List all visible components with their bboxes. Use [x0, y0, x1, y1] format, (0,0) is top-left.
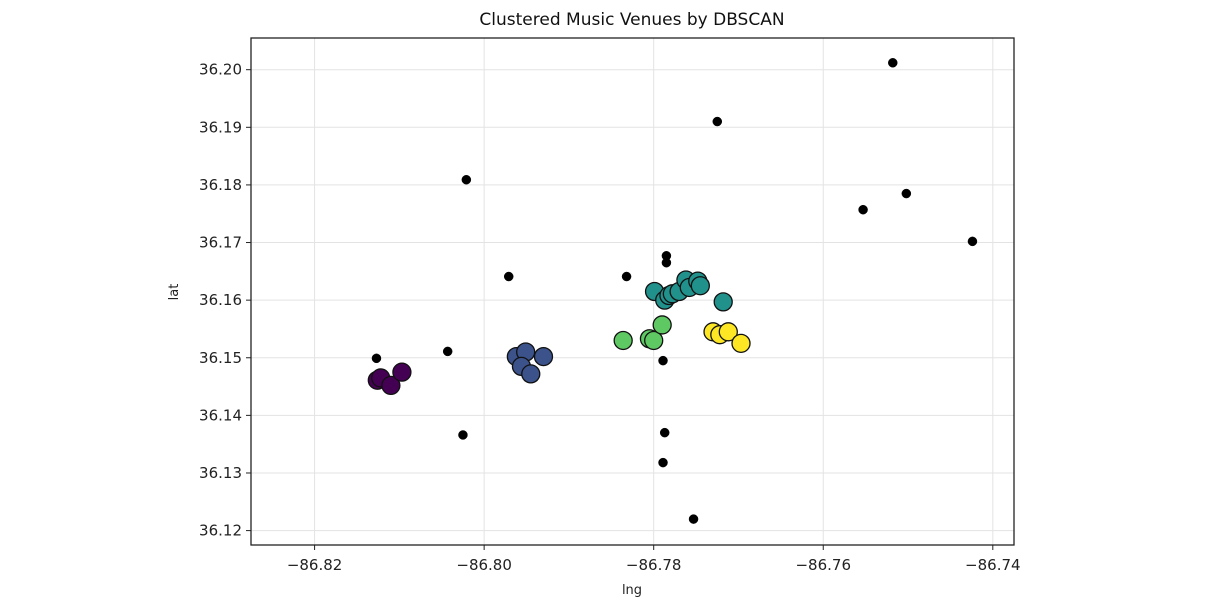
cluster-point: [713, 292, 733, 312]
cluster-point: [731, 333, 751, 354]
noise-point: [901, 188, 912, 199]
noise-point: [658, 355, 668, 366]
x-tick-label: −86.82: [287, 556, 343, 574]
noise-points: [371, 58, 978, 524]
noise-point: [371, 353, 382, 364]
data-points: [367, 58, 978, 524]
cluster-0-points: [367, 362, 412, 396]
noise-point: [458, 430, 468, 440]
cluster-point: [690, 276, 710, 296]
cluster-1-points: [506, 342, 554, 384]
y-tick-label: 36.17: [199, 234, 242, 252]
x-axis-ticks: −86.82 −86.80 −86.78 −86.76 −86.74: [287, 545, 1021, 574]
noise-point: [659, 427, 670, 438]
chart-title: Clustered Music Venues by DBSCAN: [479, 10, 784, 30]
x-axis-label: lng: [622, 583, 642, 598]
y-axis-ticks: 36.12 36.13 36.14 36.15 36.16 36.17 36.18 36.19…: [199, 61, 251, 540]
y-tick-label: 36.18: [199, 176, 242, 194]
noise-point: [621, 271, 632, 282]
y-tick-label: 36.12: [199, 522, 242, 540]
cluster-point: [718, 322, 738, 342]
x-tick-label: −86.80: [456, 556, 512, 574]
cluster-point: [392, 362, 412, 382]
y-tick-label: 36.19: [199, 118, 242, 136]
cluster-point: [533, 346, 554, 367]
cluster-2-points: [644, 270, 733, 312]
noise-point: [503, 271, 514, 282]
cluster-point: [652, 315, 672, 335]
y-axis-label: lat: [167, 284, 182, 301]
noise-point: [661, 257, 672, 268]
noise-point: [442, 346, 453, 357]
x-tick-label: −86.74: [965, 556, 1021, 574]
noise-point: [967, 236, 978, 247]
x-tick-label: −86.76: [795, 556, 851, 574]
gridlines: [251, 38, 1014, 545]
noise-point: [688, 514, 699, 524]
y-tick-label: 36.20: [199, 61, 242, 79]
x-tick-label: −86.78: [626, 556, 682, 574]
cluster-point: [644, 330, 664, 351]
y-tick-label: 36.15: [199, 349, 242, 367]
y-tick-label: 36.13: [199, 464, 242, 482]
cluster-point: [521, 364, 541, 384]
noise-point: [888, 58, 898, 68]
plot-frame: [250, 37, 1015, 546]
cluster-4-points: [703, 322, 751, 354]
noise-point: [712, 116, 723, 127]
noise-point: [461, 174, 472, 185]
y-tick-label: 36.14: [199, 406, 242, 424]
cluster-3-points: [613, 315, 672, 351]
cluster-point: [381, 375, 401, 396]
y-tick-label: 36.16: [199, 291, 242, 309]
cluster-point: [613, 330, 633, 351]
noise-point: [658, 457, 668, 468]
noise-point: [858, 204, 868, 215]
